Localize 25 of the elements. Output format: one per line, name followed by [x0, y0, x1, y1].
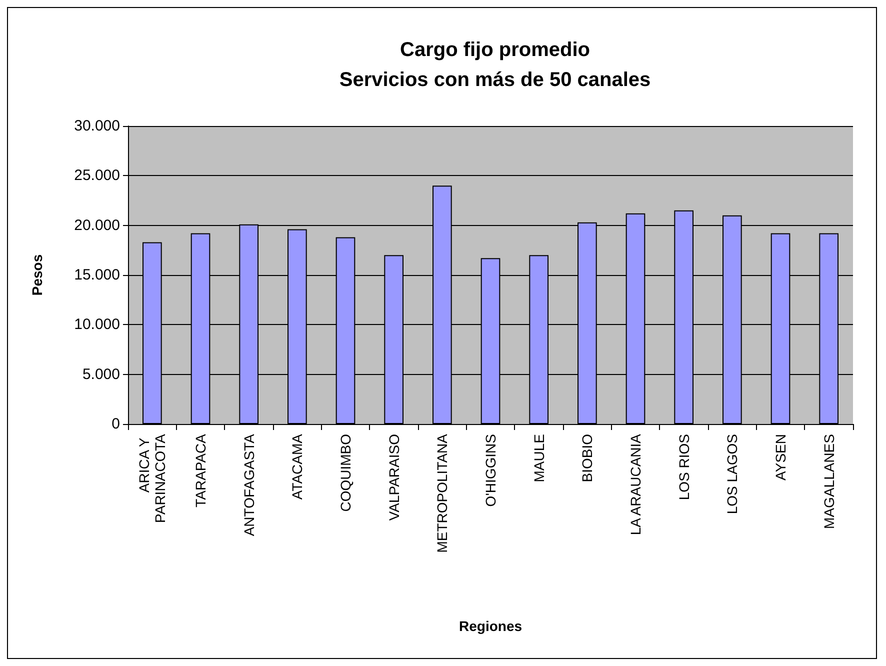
x-tick-label: AYSEN: [772, 434, 788, 480]
y-tick-label: 20.000: [74, 216, 120, 234]
x-tick-label: COQUIMBO: [338, 434, 354, 512]
x-tick-label: LOS LAGOS: [724, 434, 740, 514]
x-tick-label: ATACAMA: [289, 433, 306, 500]
x-tick-label: MAGALLANES: [820, 434, 837, 529]
chart-title: Cargo fijo promedio Servicios con más de 50 canales: [339, 39, 651, 91]
y-tick-label: 30.000: [74, 118, 120, 134]
y-tick-label: 15.000: [74, 266, 120, 284]
y-axis-title: Pesos: [29, 254, 45, 296]
y-tick-label: 0: [112, 416, 120, 432]
x-tick-label: LOS RIOS: [676, 434, 692, 500]
x-tick-label: METROPOLITANA: [434, 433, 450, 553]
x-tick-label: ARICA Y PARINACOTA: [136, 433, 168, 523]
y-tick-label: 25.000: [74, 167, 120, 184]
y-tick-label: 5.000: [82, 366, 120, 383]
x-tick-label: LA ARAUCANIA: [628, 433, 644, 536]
x-tick-label: VALPARAISO: [386, 434, 402, 521]
x-tick-label: MAULE: [530, 434, 547, 482]
x-tick-label: ANTOFAGASTA: [240, 433, 257, 536]
x-axis-title: Regiones: [458, 618, 522, 634]
y-tick-label: 10.000: [74, 316, 120, 334]
x-tick-label: BIOBIO: [579, 434, 596, 482]
x-tick-label: O'HIGGINS: [482, 434, 498, 507]
x-tick-label: TARAPACA: [192, 433, 208, 508]
